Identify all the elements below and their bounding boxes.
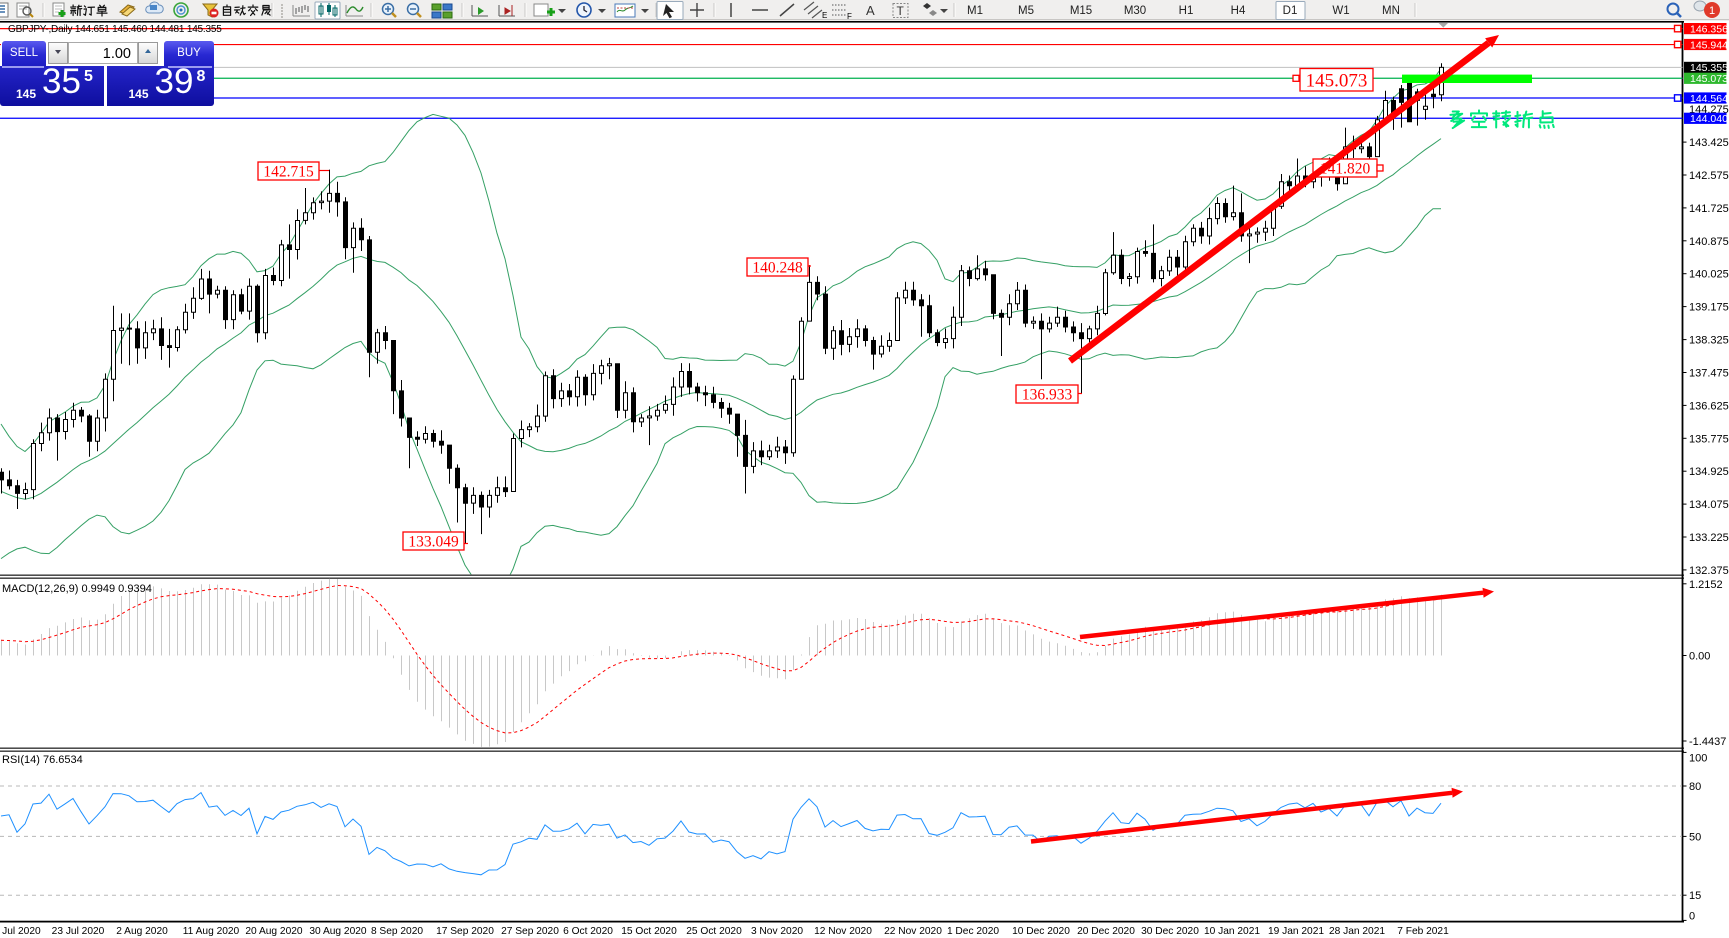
svg-text:80: 80 — [1689, 781, 1701, 793]
svg-text:141.725: 141.725 — [1689, 203, 1729, 215]
svg-text:140.248: 140.248 — [752, 260, 803, 277]
svg-text:3 Nov 2020: 3 Nov 2020 — [751, 926, 803, 937]
svg-text:145.073: 145.073 — [1306, 71, 1368, 92]
svg-text:144.040: 144.040 — [1690, 113, 1728, 125]
svg-text:27 Sep 2020: 27 Sep 2020 — [501, 926, 559, 937]
svg-text:17 Sep 2020: 17 Sep 2020 — [436, 926, 494, 937]
svg-text:142.715: 142.715 — [263, 164, 314, 181]
svg-text:132.375: 132.375 — [1689, 565, 1729, 577]
svg-text:142.575: 142.575 — [1689, 170, 1729, 182]
svg-text:133.049: 133.049 — [408, 534, 459, 551]
svg-text:M30: M30 — [1124, 5, 1146, 17]
svg-text:20 Dec 2020: 20 Dec 2020 — [1077, 926, 1135, 937]
svg-text:H4: H4 — [1231, 5, 1246, 17]
svg-text:145.073: 145.073 — [1690, 73, 1728, 85]
svg-text:1 Dec 2020: 1 Dec 2020 — [947, 926, 999, 937]
svg-text:11 Aug 2020: 11 Aug 2020 — [183, 926, 240, 937]
svg-text:14 Jul 2020: 14 Jul 2020 — [0, 926, 41, 937]
svg-text:134.925: 134.925 — [1689, 466, 1729, 478]
svg-text:50: 50 — [1689, 831, 1701, 843]
svg-text:22 Nov 2020: 22 Nov 2020 — [884, 926, 942, 937]
svg-text:143.425: 143.425 — [1689, 137, 1729, 149]
svg-text:RSI(14) 76.6534: RSI(14) 76.6534 — [2, 754, 83, 766]
svg-text:145.355: 145.355 — [1690, 62, 1728, 74]
svg-text:2 Aug 2020: 2 Aug 2020 — [116, 926, 168, 937]
svg-text:E: E — [822, 11, 827, 20]
svg-text:139.175: 139.175 — [1689, 302, 1729, 314]
svg-text:0.00: 0.00 — [1689, 651, 1710, 663]
svg-text:144.564: 144.564 — [1690, 93, 1728, 105]
svg-text:23 Jul 2020: 23 Jul 2020 — [52, 926, 105, 937]
svg-text:W1: W1 — [1332, 5, 1349, 17]
svg-text:A: A — [866, 3, 875, 18]
svg-text:8 Sep 2020: 8 Sep 2020 — [371, 926, 423, 937]
svg-text:10 Jan 2021: 10 Jan 2021 — [1204, 926, 1260, 937]
svg-text:25 Oct 2020: 25 Oct 2020 — [686, 926, 742, 937]
svg-text:100: 100 — [1689, 753, 1707, 765]
svg-text:138.325: 138.325 — [1689, 335, 1729, 347]
svg-text:136.625: 136.625 — [1689, 400, 1729, 412]
svg-text:1: 1 — [1709, 5, 1715, 17]
svg-text:12 Nov 2020: 12 Nov 2020 — [814, 926, 872, 937]
svg-text:10 Dec 2020: 10 Dec 2020 — [1012, 926, 1070, 937]
svg-text:145.944: 145.944 — [1690, 39, 1728, 51]
svg-text:D1: D1 — [1283, 5, 1298, 17]
svg-text:1.2152: 1.2152 — [1689, 579, 1723, 591]
svg-text:MN: MN — [1382, 5, 1400, 17]
svg-text:M15: M15 — [1070, 5, 1092, 17]
svg-text:15: 15 — [1689, 890, 1701, 902]
svg-text:15 Oct 2020: 15 Oct 2020 — [621, 926, 677, 937]
svg-text:20 Aug 2020: 20 Aug 2020 — [245, 926, 303, 937]
svg-text:MACD(12,26,9) 0.9949 0.9394: MACD(12,26,9) 0.9949 0.9394 — [2, 583, 152, 595]
svg-text:140.875: 140.875 — [1689, 236, 1729, 248]
svg-text:7 Feb 2021: 7 Feb 2021 — [1397, 926, 1449, 937]
svg-text:133.225: 133.225 — [1689, 532, 1729, 544]
svg-text:H1: H1 — [1179, 5, 1194, 17]
svg-text:30 Dec 2020: 30 Dec 2020 — [1141, 926, 1199, 937]
svg-text:30 Aug 2020: 30 Aug 2020 — [309, 926, 367, 937]
svg-text:GBPJPY-,Daily 144.651 145.460: GBPJPY-,Daily 144.651 145.460 144.481 14… — [8, 24, 222, 35]
svg-text:146.356: 146.356 — [1690, 23, 1728, 35]
svg-text:137.475: 137.475 — [1689, 368, 1729, 380]
svg-text:M1: M1 — [967, 5, 983, 17]
svg-text:140.025: 140.025 — [1689, 269, 1729, 281]
svg-text:134.075: 134.075 — [1689, 499, 1729, 511]
svg-text:-1.4437: -1.4437 — [1689, 736, 1726, 748]
svg-text:T: T — [897, 4, 905, 18]
svg-text:0: 0 — [1689, 911, 1695, 923]
svg-text:F: F — [847, 12, 852, 21]
svg-text:6 Oct 2020: 6 Oct 2020 — [563, 926, 613, 937]
svg-text:136.933: 136.933 — [1022, 387, 1073, 404]
svg-text:135.775: 135.775 — [1689, 433, 1729, 445]
svg-text:19 Jan 2021: 19 Jan 2021 — [1268, 926, 1324, 937]
svg-text:28 Jan 2021: 28 Jan 2021 — [1329, 926, 1385, 937]
svg-text:M5: M5 — [1018, 5, 1034, 17]
